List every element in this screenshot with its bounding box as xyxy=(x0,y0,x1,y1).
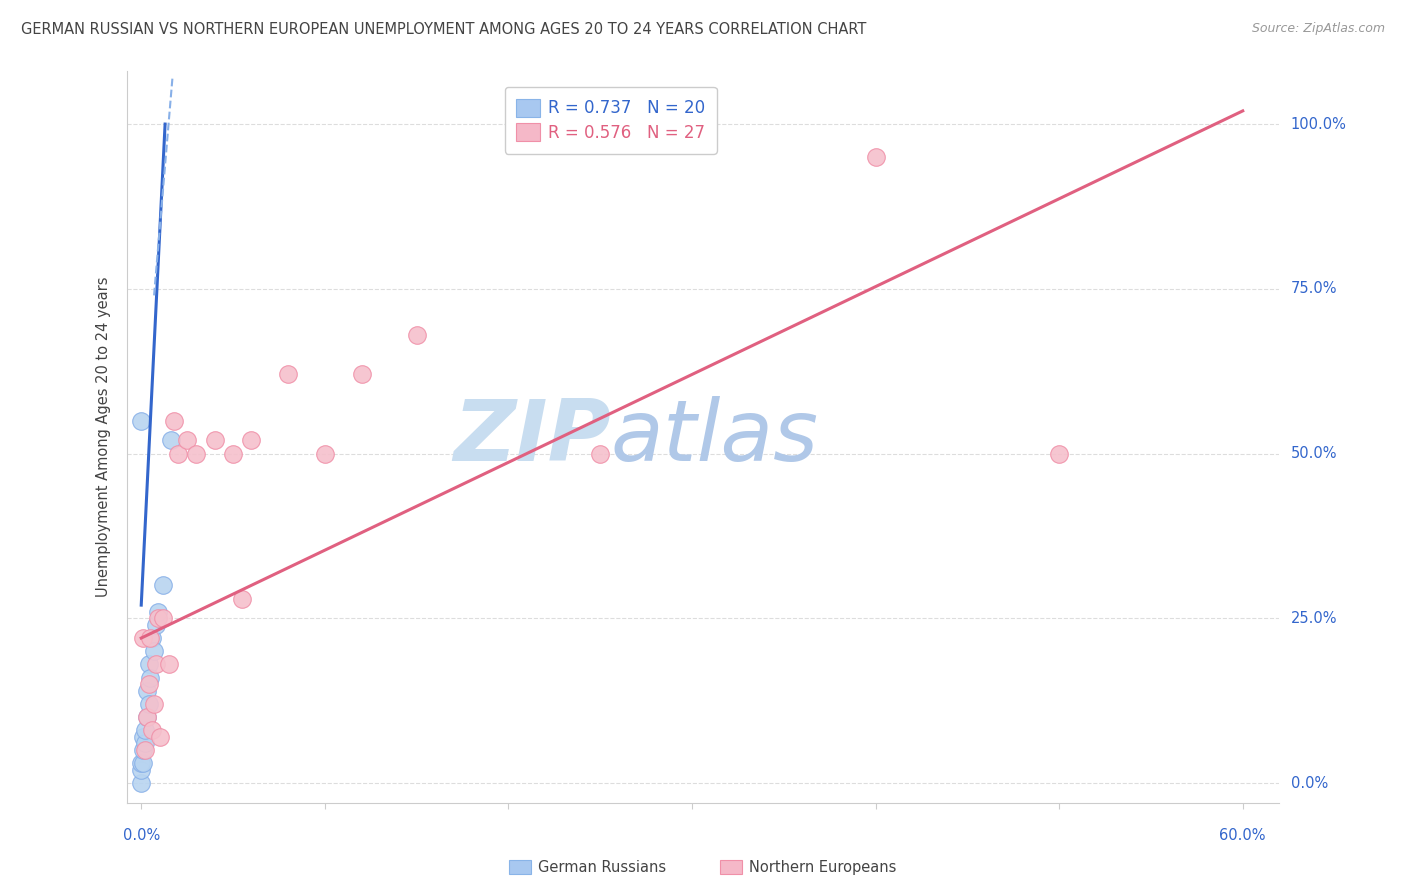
Point xyxy=(405,327,427,342)
Point xyxy=(589,446,612,460)
Text: atlas: atlas xyxy=(610,395,818,479)
Point xyxy=(129,763,152,777)
Point xyxy=(145,657,167,672)
Point xyxy=(152,578,174,592)
Point xyxy=(129,756,152,771)
Point xyxy=(134,737,156,751)
Text: 0.0%: 0.0% xyxy=(122,828,160,843)
Text: 100.0%: 100.0% xyxy=(1291,117,1347,132)
Point xyxy=(139,671,162,685)
Point xyxy=(204,434,226,448)
Point xyxy=(138,677,160,691)
Point xyxy=(149,730,172,744)
Point xyxy=(152,611,174,625)
Point xyxy=(176,434,198,448)
Text: 25.0%: 25.0% xyxy=(1291,611,1337,626)
Point xyxy=(135,710,157,724)
Point xyxy=(231,591,253,606)
Point xyxy=(138,697,160,711)
Point xyxy=(129,414,152,428)
Point xyxy=(143,644,166,658)
Point xyxy=(129,776,152,790)
Point xyxy=(134,743,156,757)
Point xyxy=(138,657,160,672)
Point xyxy=(159,434,181,448)
Text: ZIP: ZIP xyxy=(453,395,610,479)
Point xyxy=(240,434,263,448)
Text: Source: ZipAtlas.com: Source: ZipAtlas.com xyxy=(1251,22,1385,36)
Text: 75.0%: 75.0% xyxy=(1291,281,1337,296)
Point xyxy=(132,756,155,771)
Point xyxy=(141,631,163,645)
Point xyxy=(132,631,155,645)
Text: 50.0%: 50.0% xyxy=(1291,446,1337,461)
Y-axis label: Unemployment Among Ages 20 to 24 years: Unemployment Among Ages 20 to 24 years xyxy=(96,277,111,598)
Point xyxy=(146,605,169,619)
Point xyxy=(135,710,157,724)
Point xyxy=(146,611,169,625)
Text: German Russians: German Russians xyxy=(538,860,666,874)
Point xyxy=(865,150,887,164)
Point xyxy=(132,730,155,744)
Point xyxy=(134,723,156,738)
Point xyxy=(186,446,208,460)
Point xyxy=(277,368,299,382)
Point xyxy=(222,446,245,460)
Point xyxy=(167,446,190,460)
Text: Northern Europeans: Northern Europeans xyxy=(749,860,897,874)
Text: 0.0%: 0.0% xyxy=(1291,775,1327,790)
Point xyxy=(350,368,373,382)
Point xyxy=(163,414,186,428)
Point xyxy=(314,446,336,460)
Point xyxy=(139,631,162,645)
Point xyxy=(145,618,167,632)
Point xyxy=(143,697,166,711)
Point xyxy=(132,743,155,757)
Point xyxy=(135,683,157,698)
Text: GERMAN RUSSIAN VS NORTHERN EUROPEAN UNEMPLOYMENT AMONG AGES 20 TO 24 YEARS CORRE: GERMAN RUSSIAN VS NORTHERN EUROPEAN UNEM… xyxy=(21,22,866,37)
Legend: R = 0.737   N = 20, R = 0.576   N = 27: R = 0.737 N = 20, R = 0.576 N = 27 xyxy=(505,87,717,153)
Text: 60.0%: 60.0% xyxy=(1219,828,1265,843)
Point xyxy=(1047,446,1070,460)
Point xyxy=(157,657,180,672)
Point xyxy=(141,723,163,738)
